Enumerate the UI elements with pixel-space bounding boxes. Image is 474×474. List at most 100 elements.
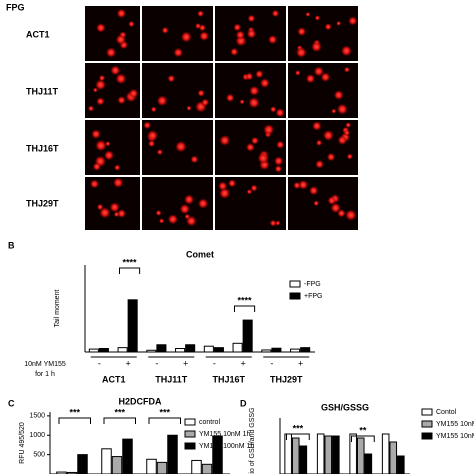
group-label: ACT1 — [102, 374, 126, 384]
comet — [150, 106, 157, 113]
bar — [332, 435, 340, 474]
legend-swatch — [421, 432, 433, 440]
comet — [117, 208, 127, 219]
comet — [276, 140, 285, 149]
comet — [336, 20, 342, 26]
comet — [128, 88, 139, 99]
comet — [246, 189, 253, 195]
bar — [185, 344, 196, 353]
comet — [273, 156, 284, 166]
comet — [259, 78, 270, 89]
bar — [356, 437, 365, 474]
x-axis-label: for 1 h — [35, 371, 55, 378]
x-tick-label: + — [125, 358, 130, 368]
bar — [175, 348, 186, 353]
comet — [245, 72, 254, 81]
comet — [343, 129, 351, 137]
comet — [245, 142, 255, 152]
comet — [331, 108, 337, 114]
bar — [397, 455, 405, 474]
comet — [235, 30, 245, 40]
significance-bracket — [119, 267, 141, 274]
bar — [381, 433, 390, 474]
annotation: *** — [114, 407, 125, 417]
legend-swatch — [289, 292, 301, 300]
annotation: ** — [359, 425, 367, 435]
x-tick-label: - — [155, 358, 158, 368]
comet — [180, 31, 192, 43]
x-tick-label: + — [183, 358, 188, 368]
comet — [174, 140, 187, 153]
group-label: THJ11T — [155, 374, 188, 384]
annotation: *** — [293, 423, 304, 433]
row-label: ACT1 — [26, 29, 50, 39]
comet — [94, 139, 107, 152]
comet — [348, 16, 358, 26]
significance-bracket — [351, 435, 375, 442]
bar — [117, 347, 128, 353]
bar — [300, 347, 311, 353]
legend-label: Contol — [436, 409, 457, 416]
comet — [190, 155, 199, 164]
bar — [156, 461, 168, 474]
bar — [56, 471, 67, 474]
comet — [147, 140, 156, 148]
top-label: FPG — [6, 2, 25, 12]
bar — [191, 459, 202, 474]
y-tick-label: 1000 — [29, 432, 45, 439]
comet — [87, 105, 95, 112]
comet — [324, 23, 332, 31]
comet — [308, 185, 319, 196]
comet — [311, 121, 322, 131]
bar — [232, 342, 243, 353]
comet — [92, 162, 102, 171]
comet — [186, 105, 192, 111]
bar — [324, 435, 333, 474]
bar — [167, 434, 178, 474]
comet — [313, 66, 324, 77]
chart-title: H2DCFDA — [118, 396, 162, 406]
bar — [201, 463, 213, 474]
bar — [364, 453, 373, 474]
panel-label: C — [8, 398, 15, 408]
bar — [299, 445, 308, 474]
comet — [105, 47, 117, 58]
comet — [315, 159, 325, 169]
legend-swatch — [184, 418, 196, 426]
legend-swatch — [184, 430, 196, 438]
comet — [345, 122, 352, 129]
comet — [89, 179, 100, 189]
significance-bracket — [103, 417, 136, 424]
y-tick-label: 500 — [33, 451, 45, 458]
comet-images — [85, 6, 358, 230]
comet — [155, 209, 162, 216]
comet — [98, 74, 106, 82]
comet — [173, 47, 184, 58]
comet — [330, 202, 342, 214]
comet — [343, 66, 350, 73]
legend-swatch — [421, 420, 433, 428]
comet — [270, 106, 277, 113]
comet — [340, 45, 353, 57]
comet — [197, 10, 205, 18]
comet — [249, 85, 260, 96]
comet — [275, 108, 285, 118]
y-axis-label: RFU 495/520 — [19, 422, 26, 464]
row-label: THJ11T — [26, 86, 59, 96]
legend-swatch — [289, 280, 301, 288]
bar — [66, 471, 78, 474]
comet — [230, 47, 239, 56]
bar — [77, 454, 88, 474]
comet — [275, 220, 281, 226]
bar — [290, 348, 301, 353]
comet — [95, 22, 106, 33]
comet — [197, 89, 205, 97]
legend-label: +FPG — [304, 293, 322, 300]
comet — [313, 200, 320, 207]
comet — [99, 206, 111, 219]
comet — [336, 103, 349, 115]
comet — [295, 46, 307, 59]
comet — [274, 165, 283, 173]
comet — [92, 87, 98, 93]
